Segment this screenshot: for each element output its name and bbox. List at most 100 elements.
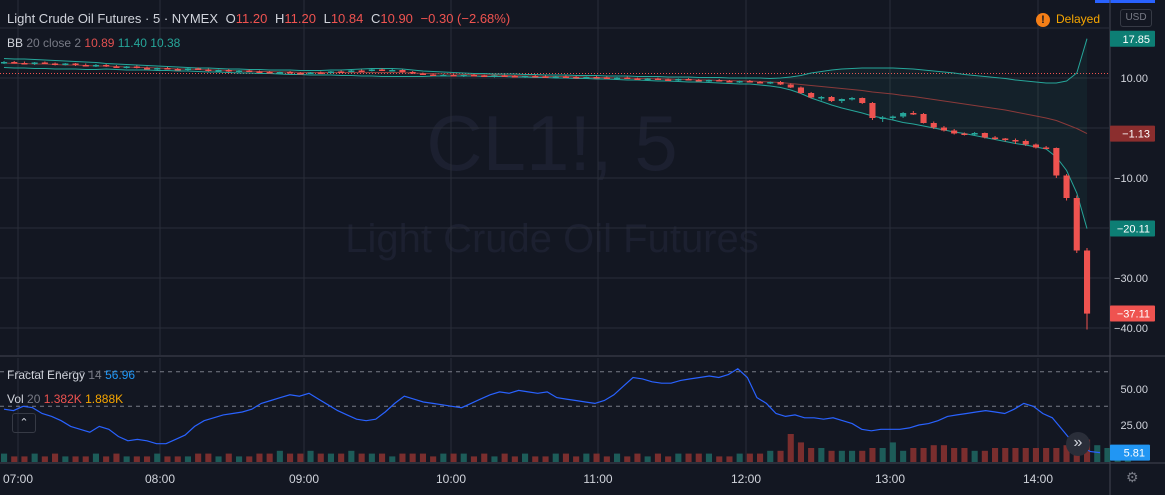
candle-body xyxy=(654,78,661,80)
volume-bar xyxy=(828,450,835,462)
volume-bar xyxy=(665,456,672,462)
time-axis: 07:00 08:00 09:00 10:00 11:00 12:00 13:00 14:00 xyxy=(3,472,1053,486)
candle xyxy=(900,112,907,118)
volume-bar xyxy=(246,456,253,462)
price-axis: 17.85 10.00 −1.13 −10.00 −20.11 −30.00 −37.11 −… xyxy=(1110,30,1155,461)
volume-bar xyxy=(501,453,508,462)
time-tick-label: 07:00 xyxy=(3,472,33,486)
candle xyxy=(1084,248,1091,330)
price-badge-label: 17.85 xyxy=(1122,34,1150,46)
bb-basis-value: 10.89 xyxy=(84,36,115,50)
candle xyxy=(634,77,641,80)
time-tick-label: 08:00 xyxy=(145,472,175,486)
fe-badge xyxy=(1110,444,1150,461)
candle-body xyxy=(859,98,866,103)
candle xyxy=(501,74,508,77)
candle xyxy=(757,81,764,84)
volume-bar xyxy=(256,453,263,462)
volume-bar xyxy=(31,453,38,462)
volume-bar xyxy=(573,456,580,462)
volume-bar xyxy=(603,456,610,462)
volume-bar xyxy=(961,448,968,462)
warning-icon: ! xyxy=(1036,12,1050,27)
candle xyxy=(726,80,733,83)
symbol-separator-2: · xyxy=(163,11,172,26)
candle-body xyxy=(11,62,18,64)
volume-bar xyxy=(92,453,99,462)
candle xyxy=(287,71,294,74)
symbol-legend[interactable]: Light Crude Oil Futures · 5 · NYMEX O11.… xyxy=(7,11,510,26)
candle-body xyxy=(573,77,580,79)
bb-legend[interactable]: BB 20 close 2 10.89 11.40 10.38 xyxy=(7,36,180,50)
candle-body xyxy=(389,70,396,72)
candle xyxy=(695,79,702,82)
candle-body xyxy=(103,65,110,67)
volume-bar xyxy=(797,442,804,462)
candle-body xyxy=(675,79,682,81)
volume-bar xyxy=(113,453,120,462)
candle-body xyxy=(317,72,324,74)
delayed-indicator[interactable]: ! Delayed xyxy=(1036,12,1100,27)
volume-bar xyxy=(511,456,518,462)
volume-bar xyxy=(174,456,181,462)
candle-body xyxy=(951,130,958,134)
candle xyxy=(797,86,804,94)
candle-body xyxy=(41,62,48,64)
volume-bar xyxy=(470,456,477,462)
fractal-energy-legend[interactable]: Fractal Energy 14 56.96 xyxy=(7,368,135,382)
candle xyxy=(562,75,569,78)
volume-bar xyxy=(889,442,896,462)
candle xyxy=(256,70,263,73)
volume-bar xyxy=(430,456,437,462)
volume-bar xyxy=(440,453,447,462)
volume-bar xyxy=(276,450,283,462)
candle-body xyxy=(797,87,804,93)
candle xyxy=(379,68,386,71)
candle xyxy=(52,62,59,66)
candle xyxy=(174,68,181,71)
candle xyxy=(123,66,130,69)
volume-bar xyxy=(562,453,569,462)
scroll-to-realtime-button[interactable]: » xyxy=(1066,432,1090,456)
volume-bar xyxy=(297,453,304,462)
candle xyxy=(603,76,610,79)
candle xyxy=(338,70,345,73)
watermark: CL1!, 5 Light Crude Oil Futures xyxy=(345,99,759,261)
time-tick-label: 09:00 xyxy=(289,472,319,486)
fe-value: 56.96 xyxy=(105,368,136,382)
volume-legend[interactable]: Vol 20 1.382K 1.888K xyxy=(7,392,123,406)
candle xyxy=(113,65,120,68)
volume-bar xyxy=(358,453,365,462)
candle xyxy=(419,72,426,75)
volume-bar xyxy=(1094,445,1101,462)
candle xyxy=(1043,146,1050,149)
candle-body xyxy=(266,72,273,74)
currency-button[interactable]: USD xyxy=(1120,9,1152,27)
time-tick-label: 12:00 xyxy=(731,472,761,486)
candle-body xyxy=(562,76,569,78)
candle xyxy=(317,71,324,74)
volume-bar xyxy=(593,453,600,462)
candle-body xyxy=(614,77,621,79)
candle-body xyxy=(144,68,151,70)
volume-bar xyxy=(746,453,753,462)
candle xyxy=(624,76,631,79)
price-tick-label: −10.00 xyxy=(1114,173,1148,185)
price-badge-label: −37.11 xyxy=(1117,309,1150,321)
candle xyxy=(511,75,518,78)
volume-bar xyxy=(52,453,59,462)
collapse-pane-button[interactable]: ⌃ xyxy=(12,413,36,433)
symbol-interval: 5 xyxy=(152,11,161,26)
candle xyxy=(736,80,743,83)
candle-body xyxy=(838,99,845,101)
volume-bar xyxy=(236,456,243,462)
settings-button[interactable]: ⚙ xyxy=(1126,469,1139,486)
candle xyxy=(144,66,151,70)
candle-body xyxy=(287,72,294,74)
candle-body xyxy=(52,63,59,65)
volume-bar xyxy=(1053,448,1060,462)
candle-body xyxy=(1022,141,1029,145)
volume-bar xyxy=(838,450,845,462)
volume-bar xyxy=(920,448,927,462)
